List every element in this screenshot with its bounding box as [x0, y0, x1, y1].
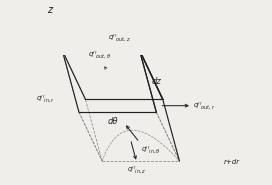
Text: $q''_{in,r}$: $q''_{in,r}$: [36, 93, 54, 104]
Text: $q''_{out,z}$: $q''_{out,z}$: [108, 32, 131, 43]
Text: $q''_{in,\theta}$: $q''_{in,\theta}$: [141, 144, 160, 155]
Text: dθ: dθ: [108, 117, 118, 126]
Text: r+dr: r+dr: [223, 159, 239, 165]
Text: z: z: [47, 5, 52, 15]
Text: $q''_{out,r}$: $q''_{out,r}$: [193, 100, 215, 111]
Text: $q''_{out,\theta}$: $q''_{out,\theta}$: [88, 49, 111, 60]
Text: dz: dz: [151, 77, 161, 86]
Text: $q''_{in,z}$: $q''_{in,z}$: [127, 164, 146, 176]
